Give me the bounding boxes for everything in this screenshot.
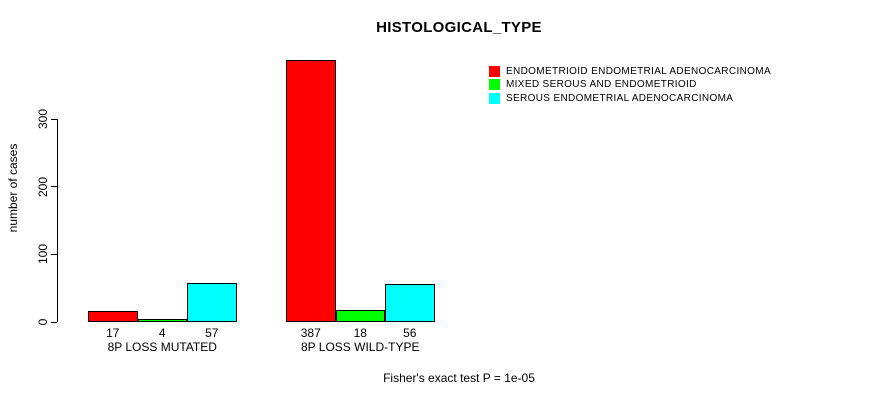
bar-value-label: 17 [106,326,120,340]
y-axis-tick [51,186,57,188]
legend-item: SEROUS ENDOMETRIAL ADENOCARCINOMA [489,92,771,105]
legend-item: ENDOMETRIOID ENDOMETRIAL ADENOCARCINOMA [489,65,771,78]
legend-item: MIXED SEROUS AND ENDOMETRIOID [489,78,771,91]
legend-swatch [489,92,500,104]
y-tick-label: 200 [36,176,50,197]
y-axis-tick [51,321,57,323]
y-tick-label: 300 [36,108,50,130]
bar [335,309,385,322]
bar [385,284,435,322]
x-category-label: 8P LOSS WILD-TYPE [301,340,420,354]
y-axis-line [57,119,58,322]
bar-value-label: 56 [403,326,417,340]
legend-label: SEROUS ENDOMETRIAL ADENOCARCINOMA [506,92,734,104]
legend-swatch [489,79,500,91]
x-category-label: 8P LOSS MUTATED [107,340,217,354]
bar-value-label: 57 [205,326,219,340]
y-tick-label: 100 [36,244,50,265]
bar-value-label: 387 [300,326,321,340]
bar [187,283,237,322]
y-axis-tick [51,118,57,120]
footnote-text: Fisher's exact test P = 1e-05 [383,371,535,385]
bar-value-label: 18 [353,326,367,340]
y-axis-tick [51,253,57,255]
bar-value-label: 4 [158,326,166,340]
bar [88,310,138,322]
legend-label: ENDOMETRIOID ENDOMETRIAL ADENOCARCINOMA [506,66,771,78]
y-tick-label: 0 [36,318,50,326]
legend-label: MIXED SEROUS AND ENDOMETRIOID [506,79,697,91]
legend-swatch [489,66,500,78]
legend: ENDOMETRIOID ENDOMETRIAL ADENOCARCINOMA … [489,65,771,105]
chart-title: HISTOLOGICAL_TYPE [376,19,542,36]
bar [286,60,336,322]
bar [137,319,187,322]
